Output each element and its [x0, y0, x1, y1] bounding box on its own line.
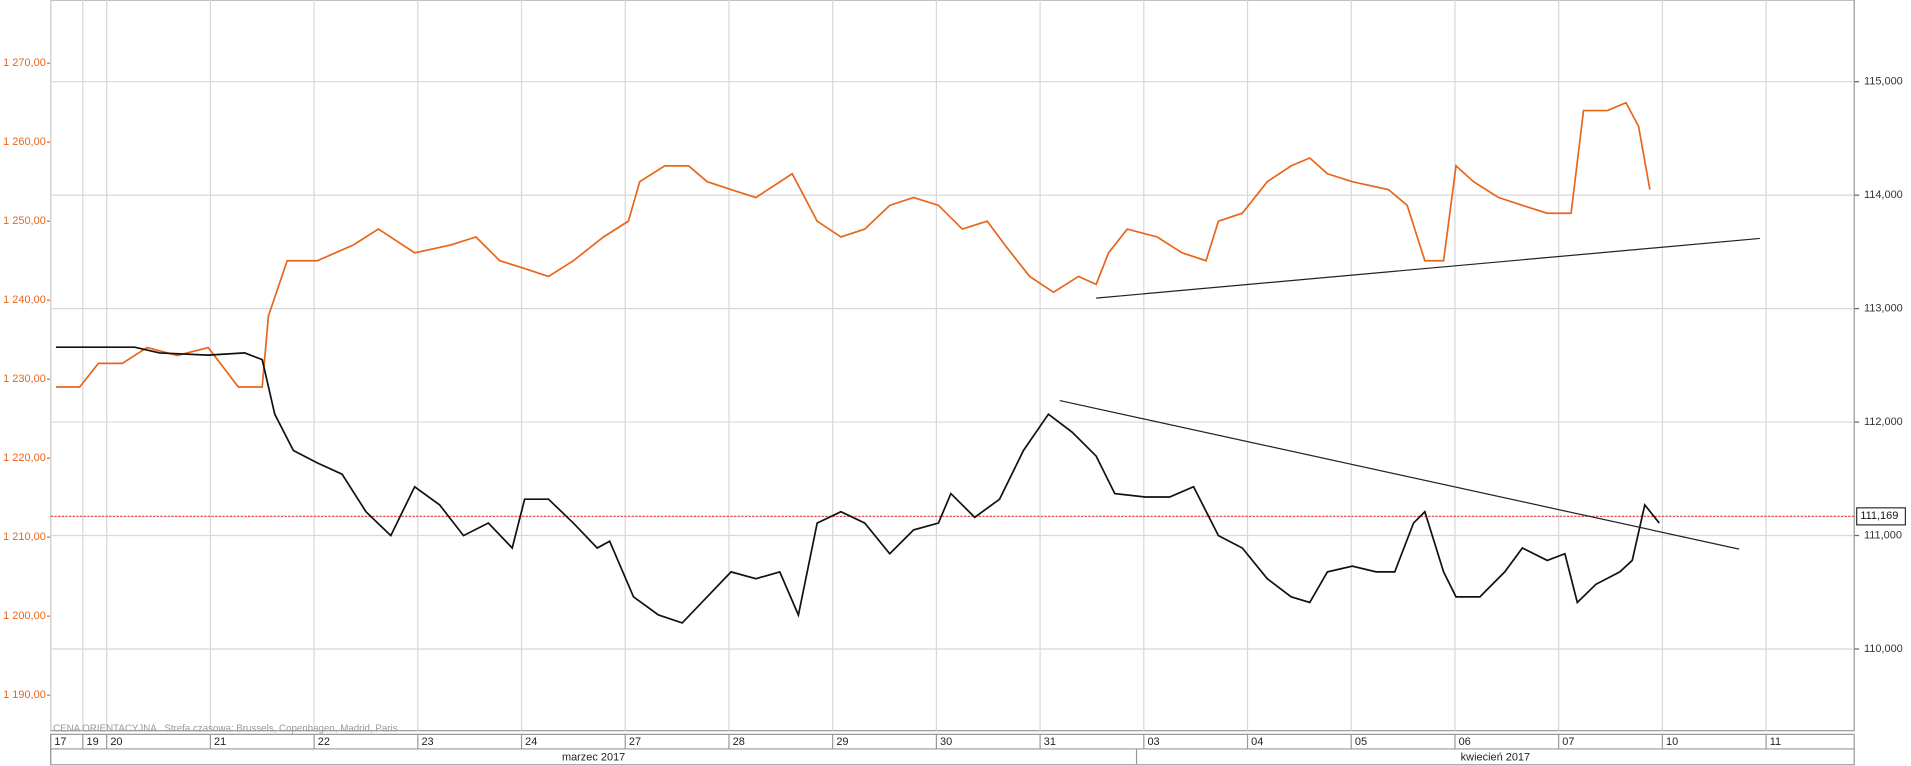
y-tick-label: 1 190,00 — [3, 689, 46, 701]
y-tick-label: 1 240,00 — [3, 294, 46, 306]
plot-area — [50, 0, 1855, 732]
y2-tick-label: 110,000 — [1864, 643, 1903, 655]
x-tick-label: 29 — [836, 736, 848, 748]
y2-tick-label: 114,000 — [1864, 189, 1903, 201]
y2-tick-label: 113,000 — [1864, 303, 1903, 315]
x-tick-label: 05 — [1355, 736, 1367, 748]
month-label: kwiecień 2017 — [1461, 751, 1530, 763]
y-tick-label: 1 230,00 — [3, 373, 46, 385]
x-tick-label: 07 — [1562, 736, 1574, 748]
x-tick-label: 10 — [1666, 736, 1678, 748]
y-tick-label: 1 250,00 — [3, 215, 46, 227]
current-value-label: 111,169 — [1860, 510, 1898, 522]
y2-tick-label: 111,000 — [1864, 529, 1902, 541]
x-tick-label: 03 — [1147, 736, 1159, 748]
price-line — [55, 101, 1651, 388]
x-tick-label: 24 — [525, 736, 537, 748]
x-tick-label: 31 — [1044, 736, 1056, 748]
y-tick-label: 1 210,00 — [3, 531, 46, 543]
footer-note: CENA ORIENTACYJNA Strefa czasowa: Brusse… — [53, 723, 398, 734]
y-tick-label: 1 260,00 — [3, 136, 46, 148]
x-tick-label: 23 — [421, 736, 433, 748]
y2-tick-label: 112,000 — [1864, 416, 1903, 428]
x-tick-label: 22 — [318, 736, 330, 748]
x-tick-label: 11 — [1770, 736, 1781, 748]
price-line — [55, 346, 1660, 624]
x-tick-label: 19 — [86, 736, 98, 748]
x-tick-label: 20 — [110, 736, 122, 748]
current-value-box — [1856, 507, 1906, 526]
trend-line — [1096, 237, 1760, 299]
y2-tick-label: 115,000 — [1864, 76, 1903, 88]
x-tick-label: 06 — [1459, 736, 1471, 748]
y-tick-label: 1 220,00 — [3, 452, 46, 464]
x-tick-label: 17 — [54, 736, 66, 748]
y-tick-label: 1 270,00 — [3, 57, 46, 69]
x-tick-label: 27 — [629, 736, 641, 748]
trend-line — [1059, 399, 1740, 550]
y-tick-label: 1 200,00 — [3, 610, 46, 622]
x-tick-label: 21 — [214, 736, 226, 748]
x-tick-label: 30 — [940, 736, 952, 748]
x-tick-label: 28 — [733, 736, 745, 748]
x-tick-label: 04 — [1251, 736, 1263, 748]
month-label: marzec 2017 — [562, 751, 625, 763]
